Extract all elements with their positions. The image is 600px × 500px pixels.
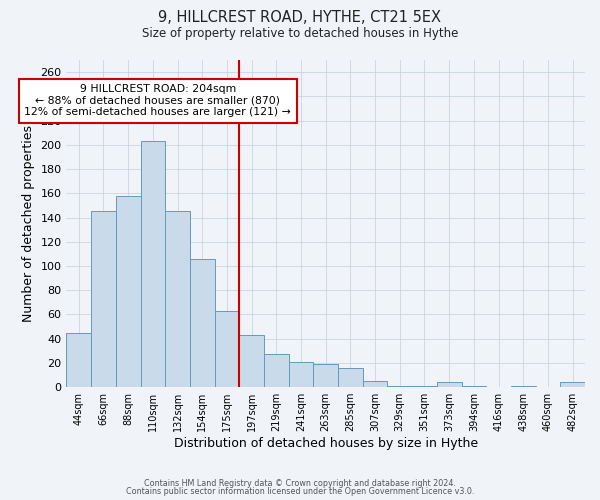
Text: Size of property relative to detached houses in Hythe: Size of property relative to detached ho… <box>142 28 458 40</box>
Text: 9 HILLCREST ROAD: 204sqm
← 88% of detached houses are smaller (870)
12% of semi-: 9 HILLCREST ROAD: 204sqm ← 88% of detach… <box>25 84 291 117</box>
Bar <box>388 386 412 387</box>
Bar <box>511 386 536 387</box>
Text: Contains public sector information licensed under the Open Government Licence v3: Contains public sector information licen… <box>126 487 474 496</box>
Bar <box>412 386 437 387</box>
Bar <box>116 196 140 387</box>
Y-axis label: Number of detached properties: Number of detached properties <box>22 125 35 322</box>
Bar <box>560 382 585 387</box>
Bar <box>165 212 190 387</box>
X-axis label: Distribution of detached houses by size in Hythe: Distribution of detached houses by size … <box>173 437 478 450</box>
Bar <box>91 212 116 387</box>
Bar <box>67 332 91 387</box>
Text: 9, HILLCREST ROAD, HYTHE, CT21 5EX: 9, HILLCREST ROAD, HYTHE, CT21 5EX <box>158 10 442 25</box>
Bar <box>264 354 289 387</box>
Bar <box>313 364 338 387</box>
Text: Contains HM Land Registry data © Crown copyright and database right 2024.: Contains HM Land Registry data © Crown c… <box>144 478 456 488</box>
Bar <box>437 382 461 387</box>
Bar <box>215 311 239 387</box>
Bar <box>140 141 165 387</box>
Bar <box>190 258 215 387</box>
Bar <box>289 362 313 387</box>
Bar <box>239 335 264 387</box>
Bar <box>338 368 363 387</box>
Bar <box>461 386 486 387</box>
Bar <box>363 381 388 387</box>
